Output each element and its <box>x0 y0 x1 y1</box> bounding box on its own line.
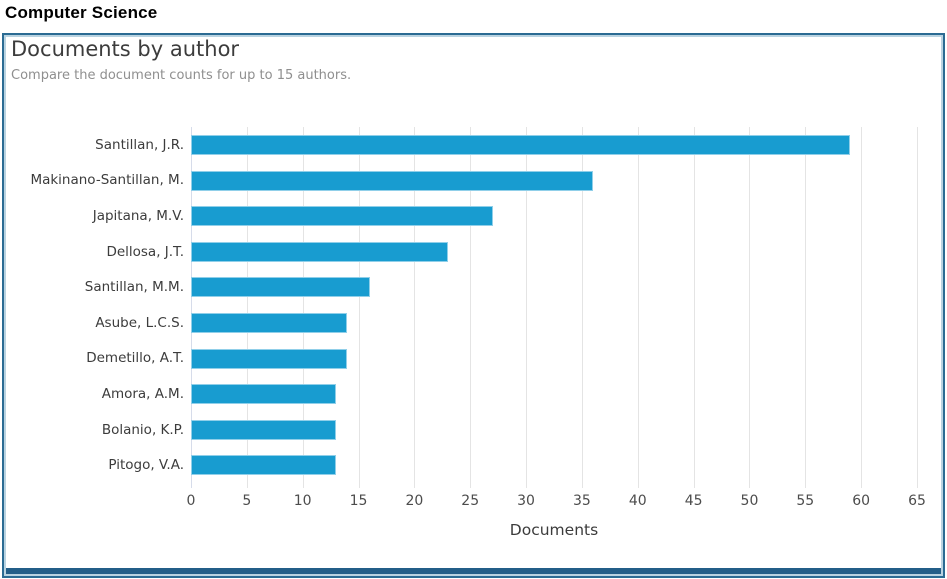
x-tick-label: 10 <box>293 493 312 509</box>
bar[interactable] <box>191 313 348 333</box>
x-tick-label: 50 <box>740 493 759 509</box>
x-tick-label: 40 <box>628 493 647 509</box>
category-label: Pitogo, V.A. <box>108 457 184 474</box>
gridline <box>581 127 583 488</box>
bar[interactable] <box>191 277 370 298</box>
x-tick-label: 25 <box>461 493 480 509</box>
bar[interactable] <box>191 348 348 369</box>
chart-subtitle: Compare the document counts for up to 15… <box>11 68 352 83</box>
x-tick-label: 60 <box>852 493 871 509</box>
gridline <box>526 127 528 488</box>
axis-zero-line <box>191 127 192 488</box>
gridline <box>302 127 304 488</box>
x-tick-label: 35 <box>573 493 591 509</box>
documents-by-author-panel: Documents by author Compare the document… <box>2 33 945 578</box>
bar[interactable] <box>191 384 337 405</box>
bar[interactable] <box>191 135 850 155</box>
x-tick-label: 20 <box>405 493 424 509</box>
x-axis-title: Documents <box>509 521 599 539</box>
category-label: Asube, L.C.S. <box>95 314 184 331</box>
bar[interactable] <box>191 206 493 227</box>
x-tick-label: 15 <box>349 493 368 509</box>
x-tick-label: 55 <box>796 493 815 509</box>
x-tick-label: 5 <box>242 493 252 509</box>
x-tick-label: 30 <box>517 493 535 509</box>
x-tick-label: 0 <box>186 493 196 509</box>
category-label: Dellosa, J.T. <box>106 243 184 260</box>
category-label: Japitana, M.V. <box>92 207 184 224</box>
bar[interactable] <box>191 241 448 262</box>
gridline <box>861 127 863 488</box>
page-title: Computer Science <box>5 3 158 22</box>
gridline <box>414 127 416 488</box>
category-label: Bolanio, K.P. <box>101 421 184 438</box>
x-tick-label: 65 <box>908 493 926 509</box>
gridline <box>693 127 695 488</box>
chart-title: Documents by author <box>11 37 240 61</box>
x-tick-label: 45 <box>684 493 703 509</box>
category-axis: Santillan, J.R. Makinano-Santillan, M. Jap… <box>4 127 184 483</box>
bar-chart-plot-area <box>191 127 924 488</box>
bar[interactable] <box>191 170 594 191</box>
category-label: Amora, A.M. <box>101 385 184 402</box>
panel-bottom-bar <box>6 568 941 574</box>
x-axis-tick-labels: 0 5 10 15 20 25 30 35 40 45 50 55 60 65 <box>187 493 926 513</box>
category-label: Makinano-Santillan, M. <box>30 172 184 189</box>
bar[interactable] <box>191 455 337 476</box>
gridline <box>749 127 751 488</box>
gridline <box>805 127 807 488</box>
gridline <box>358 127 360 488</box>
gridline <box>470 127 472 488</box>
gridline <box>917 127 918 488</box>
category-label: Demetillo, A.T. <box>86 350 184 367</box>
category-label: Santillan, J.R. <box>95 136 184 153</box>
bar[interactable] <box>191 419 337 440</box>
gridline <box>246 127 248 488</box>
gridline <box>637 127 639 488</box>
category-label: Santillan, M.M. <box>84 279 184 296</box>
